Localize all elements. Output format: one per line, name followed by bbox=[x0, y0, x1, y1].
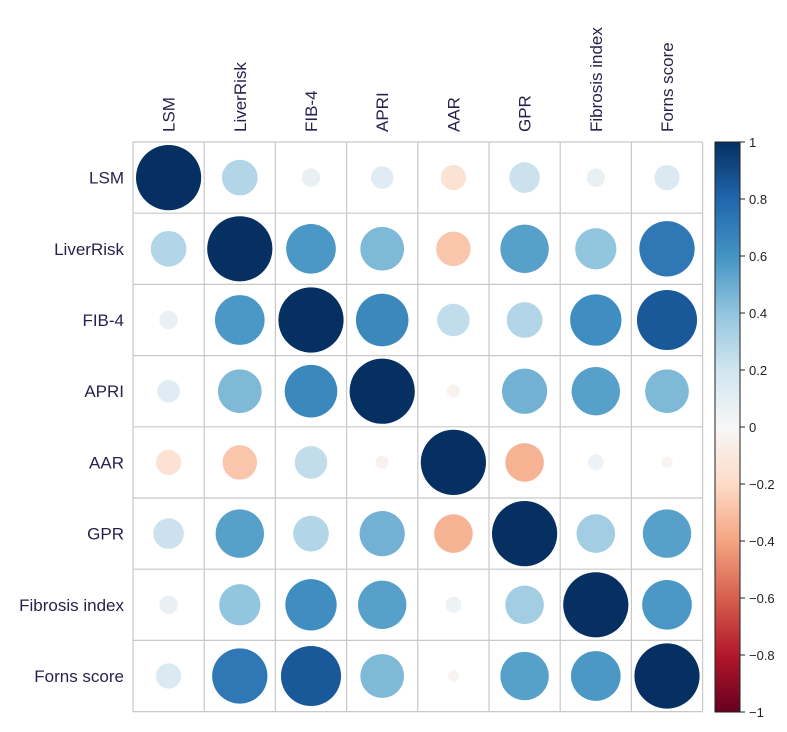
correlation-circle bbox=[301, 168, 321, 187]
correlation-circle bbox=[420, 429, 486, 495]
correlation-circle bbox=[284, 364, 338, 418]
column-label: FIB-4 bbox=[302, 90, 321, 132]
column-label: GPR bbox=[516, 95, 535, 132]
row-label: Forns score bbox=[34, 667, 124, 686]
colorbar-tick-label: −0.6 bbox=[749, 591, 775, 606]
colorbar-tick-label: 1 bbox=[749, 135, 756, 150]
correlation-circle bbox=[587, 454, 604, 471]
correlation-circle bbox=[639, 221, 695, 277]
correlation-circle bbox=[157, 379, 180, 403]
correlation-circle bbox=[214, 295, 265, 345]
column-label: Forns score bbox=[658, 42, 677, 132]
correlation-circle bbox=[286, 223, 336, 274]
correlation-circle bbox=[278, 287, 344, 353]
correlation-circle bbox=[446, 384, 460, 398]
correlation-circle bbox=[207, 216, 273, 282]
correlation-circle bbox=[636, 289, 698, 351]
correlation-circle bbox=[221, 159, 258, 196]
correlation-circle bbox=[155, 663, 182, 689]
colorbar-tick-label: 0.6 bbox=[749, 249, 767, 264]
correlation-circle bbox=[153, 518, 184, 549]
row-label: APRI bbox=[84, 382, 124, 401]
correlation-circle bbox=[355, 293, 409, 347]
correlation-circle bbox=[434, 514, 473, 553]
correlation-circle bbox=[571, 367, 620, 416]
column-label: LSM bbox=[160, 97, 179, 132]
correlation-circle bbox=[576, 514, 616, 553]
correlation-circle bbox=[642, 509, 692, 558]
correlation-circle bbox=[159, 595, 178, 615]
correlation-circle bbox=[360, 654, 405, 698]
colorbar-tick-label: −1 bbox=[749, 705, 764, 720]
correlation-circle bbox=[150, 230, 187, 267]
colorbar-tick-label: −0.2 bbox=[749, 477, 775, 492]
row-labels: LSM LiverRisk FIB-4 APRI AAR GPR Fibrosis inde… bbox=[19, 169, 124, 686]
correlation-circle bbox=[634, 643, 700, 709]
row-label: Fibrosis index bbox=[19, 596, 124, 615]
correlation-circle bbox=[136, 145, 202, 211]
correlation-circle bbox=[436, 231, 471, 267]
column-label: Fibrosis index bbox=[587, 27, 606, 132]
row-label: LiverRisk bbox=[54, 240, 124, 259]
correlation-circle bbox=[375, 455, 389, 469]
correlation-circle bbox=[358, 580, 407, 629]
correlation-circle bbox=[661, 456, 673, 469]
correlation-circle bbox=[212, 648, 268, 704]
correlation-circle bbox=[437, 303, 470, 337]
correlation-circle bbox=[285, 579, 337, 631]
correlation-circle bbox=[445, 596, 462, 613]
correlation-circle bbox=[293, 515, 329, 552]
colorbar-tick-label: 0.4 bbox=[749, 306, 767, 321]
column-label: LiverRisk bbox=[231, 62, 250, 132]
correlation-circle bbox=[500, 224, 549, 273]
correlation-circle bbox=[586, 168, 606, 187]
correlation-circle bbox=[440, 164, 467, 191]
correlation-circle bbox=[159, 310, 178, 330]
correlation-circle bbox=[219, 584, 261, 626]
correlation-circle bbox=[447, 670, 460, 682]
row-label: AAR bbox=[89, 453, 124, 472]
correlation-circle bbox=[505, 443, 544, 482]
correlation-circle bbox=[155, 449, 182, 476]
colorbar-gradient bbox=[714, 141, 741, 713]
colorbar-tick-label: −0.8 bbox=[749, 648, 775, 663]
correlation-circle bbox=[360, 226, 405, 271]
row-label: LSM bbox=[89, 169, 124, 188]
colorbar-tick-label: 0.2 bbox=[749, 363, 767, 378]
column-label: APRI bbox=[373, 92, 392, 132]
correlation-circle bbox=[506, 302, 543, 338]
correlation-circle bbox=[654, 164, 680, 191]
column-label: AAR bbox=[444, 97, 463, 132]
correlation-circle bbox=[505, 585, 544, 625]
correlation-circle bbox=[491, 500, 558, 567]
colorbar: 1 0.8 0.6 0.4 0.2 0 −0.2 −0.4 −0.6 −0.8 −1 bbox=[714, 135, 775, 720]
correlation-circle bbox=[642, 579, 692, 630]
row-label: GPR bbox=[87, 525, 124, 544]
matrix-grid bbox=[132, 141, 704, 713]
correlation-circle bbox=[570, 294, 622, 346]
correlation-circle bbox=[563, 572, 629, 638]
correlation-circle bbox=[222, 445, 258, 480]
correlation-circle bbox=[359, 511, 405, 557]
correlation-circle bbox=[349, 358, 415, 424]
correlation-circle bbox=[575, 228, 617, 270]
correlation-circle bbox=[280, 645, 342, 707]
correlation-circle bbox=[215, 509, 264, 558]
colorbar-tick-label: −0.4 bbox=[749, 534, 775, 549]
correlation-circle bbox=[570, 651, 621, 701]
correlation-circle bbox=[500, 651, 549, 701]
colorbar-tick-label: 0 bbox=[749, 420, 756, 435]
correlation-circle bbox=[294, 446, 328, 479]
correlation-circles bbox=[136, 145, 700, 709]
colorbar-tick-label: 0.8 bbox=[749, 192, 767, 207]
colorbar-ticks: 1 0.8 0.6 0.4 0.2 0 −0.2 −0.4 −0.6 −0.8 −1 bbox=[740, 135, 775, 720]
correlation-circle bbox=[509, 162, 540, 193]
correlation-circle bbox=[370, 166, 394, 189]
row-label: FIB-4 bbox=[82, 311, 124, 330]
column-labels: LSM LiverRisk FIB-4 APRI AAR GPR Fibrosis inde… bbox=[160, 27, 677, 132]
correlation-circle bbox=[502, 368, 548, 414]
correlation-circle bbox=[217, 369, 262, 414]
correlation-circle bbox=[645, 369, 689, 414]
